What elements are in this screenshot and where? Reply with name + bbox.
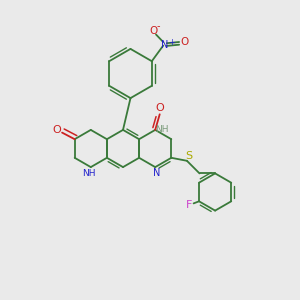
Text: N: N	[161, 40, 168, 50]
Text: O: O	[180, 37, 188, 47]
Text: -: -	[156, 21, 160, 32]
Text: N: N	[153, 167, 160, 178]
Text: O: O	[149, 26, 157, 36]
Text: F: F	[186, 200, 192, 210]
Text: O: O	[52, 124, 62, 135]
Text: +: +	[168, 38, 175, 47]
Text: NH: NH	[155, 125, 169, 134]
Text: S: S	[185, 151, 192, 161]
Text: NH: NH	[82, 169, 96, 178]
Text: O: O	[155, 103, 164, 113]
